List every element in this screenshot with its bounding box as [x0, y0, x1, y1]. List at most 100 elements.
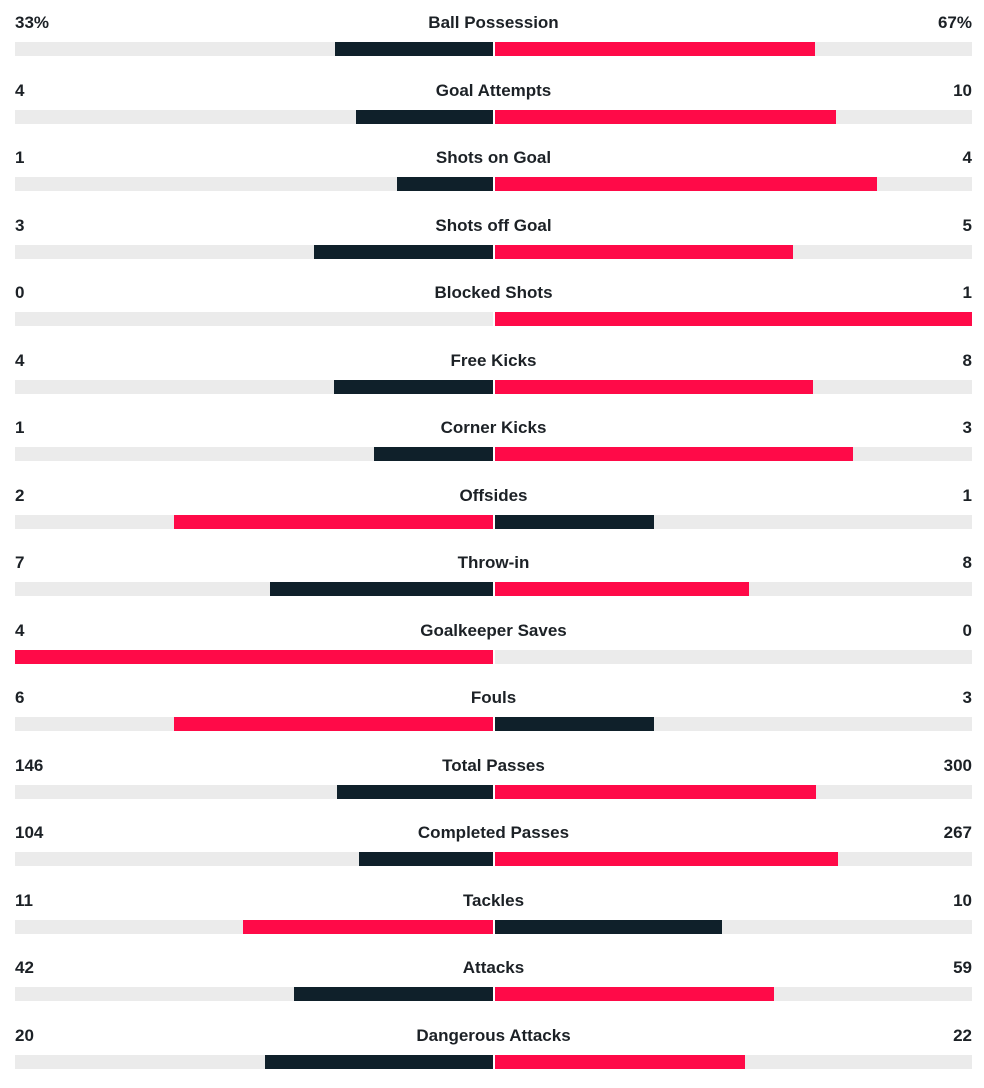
stat-row: 146 Total Passes 300: [15, 755, 972, 811]
home-bar-half: [15, 987, 493, 1001]
away-bar-half: [495, 109, 972, 124]
home-value: 3: [15, 215, 25, 235]
stat-row: 20 Dangerous Attacks 22: [15, 1025, 972, 1081]
home-bar-fill: [15, 649, 493, 664]
away-bar-half: [495, 717, 972, 731]
bar-divider: [493, 514, 495, 529]
home-bar-half: [15, 177, 493, 191]
away-bar-half: [495, 919, 972, 934]
bar-divider: [493, 919, 495, 934]
stat-row: 11 Tackles 10: [15, 890, 972, 946]
stat-labels: 11 Tackles 10: [15, 890, 972, 912]
stat-row: 7 Throw-in 8: [15, 552, 972, 608]
stat-label: Completed Passes: [417, 823, 570, 842]
stat-row: 1 Shots on Goal 4: [15, 147, 972, 203]
home-bar-half: [15, 379, 493, 394]
home-value: 2: [15, 485, 25, 505]
stat-label: Ball Possession: [428, 13, 559, 32]
home-bar-half: [15, 852, 493, 866]
away-bar-fill: [495, 177, 877, 191]
away-bar-half: [495, 852, 972, 866]
bar-divider: [493, 582, 495, 596]
bar-divider: [493, 312, 495, 326]
away-bar-fill: [495, 919, 723, 934]
home-bar-half: [15, 717, 493, 731]
stat-label: Corner Kicks: [440, 418, 547, 437]
home-value: 20: [15, 1025, 34, 1045]
stat-labels: 2 Offsides 1: [15, 485, 972, 507]
home-bar-fill: [336, 784, 493, 799]
stat-bar-track: [15, 109, 972, 124]
stat-bar-track: [15, 919, 972, 934]
away-bar-half: [495, 379, 972, 394]
stat-labels: 3 Shots off Goal 5: [15, 215, 972, 237]
stat-labels: 146 Total Passes 300: [15, 755, 972, 777]
home-bar-fill: [265, 1054, 493, 1069]
away-bar-fill: [495, 447, 853, 461]
away-bar-half: [495, 987, 972, 1001]
stat-labels: 4 Goal Attempts 10: [15, 80, 972, 102]
stat-row: 3 Shots off Goal 5: [15, 215, 972, 271]
away-bar-fill: [495, 1054, 745, 1069]
home-value: 11: [15, 890, 33, 910]
stat-bar-track: [15, 784, 972, 799]
away-bar-half: [495, 582, 972, 596]
home-value: 104: [15, 823, 44, 842]
home-bar-half: [15, 582, 493, 596]
home-bar-half: [15, 42, 493, 56]
stat-labels: 20 Dangerous Attacks 22: [15, 1025, 972, 1047]
stat-bar-track: [15, 447, 972, 461]
stat-row: 0 Blocked Shots 1: [15, 282, 972, 338]
home-bar-fill: [373, 447, 493, 461]
home-bar-fill: [294, 987, 493, 1001]
home-value: 6: [15, 688, 25, 707]
stat-label: Free Kicks: [450, 350, 537, 370]
stat-labels: 33% Ball Possession 67%: [15, 12, 972, 34]
stat-bar-track: [15, 649, 972, 664]
stat-label: Fouls: [470, 688, 517, 707]
stat-labels: 42 Attacks 59: [15, 957, 972, 979]
away-bar-half: [495, 177, 972, 191]
away-bar-half: [495, 784, 972, 799]
home-value: 1: [15, 418, 25, 437]
home-value: 4: [15, 620, 25, 640]
stat-label: Total Passes: [442, 755, 545, 775]
home-bar-half: [15, 312, 493, 326]
bar-divider: [493, 717, 495, 731]
away-value: 3: [962, 418, 972, 437]
away-value: 300: [943, 755, 972, 775]
stat-labels: 4 Goalkeeper Saves 0: [15, 620, 972, 642]
home-value: 146: [15, 755, 44, 775]
home-bar-fill: [359, 852, 493, 866]
home-bar-fill: [174, 717, 493, 731]
stat-bar-track: [15, 852, 972, 866]
bar-divider: [493, 784, 495, 799]
stat-row: 4 Goalkeeper Saves 0: [15, 620, 972, 676]
stat-label: Offsides: [459, 485, 528, 505]
away-bar-fill: [495, 312, 972, 326]
bar-divider: [493, 447, 495, 461]
stat-label: Goalkeeper Saves: [420, 620, 567, 640]
stat-row: 42 Attacks 59: [15, 957, 972, 1013]
away-value: 3: [962, 688, 972, 707]
stat-bar-track: [15, 717, 972, 731]
stat-labels: 0 Blocked Shots 1: [15, 282, 972, 304]
home-bar-fill: [174, 514, 493, 529]
stat-label: Attacks: [462, 958, 525, 977]
home-bar-fill: [242, 919, 493, 934]
away-bar-half: [495, 312, 972, 326]
stat-bar-track: [15, 244, 972, 259]
away-value: 8: [962, 350, 972, 370]
away-value: 10: [953, 80, 972, 100]
home-bar-half: [15, 244, 493, 259]
home-bar-half: [15, 919, 493, 934]
stat-label: Shots off Goal: [435, 215, 552, 235]
stat-label: Dangerous Attacks: [416, 1025, 571, 1045]
home-bar-half: [15, 649, 493, 664]
home-value: 42: [15, 958, 34, 977]
away-bar-half: [495, 42, 972, 56]
stat-labels: 104 Completed Passes 267: [15, 822, 972, 844]
stat-bar-track: [15, 582, 972, 596]
stat-bar-track: [15, 1054, 972, 1069]
